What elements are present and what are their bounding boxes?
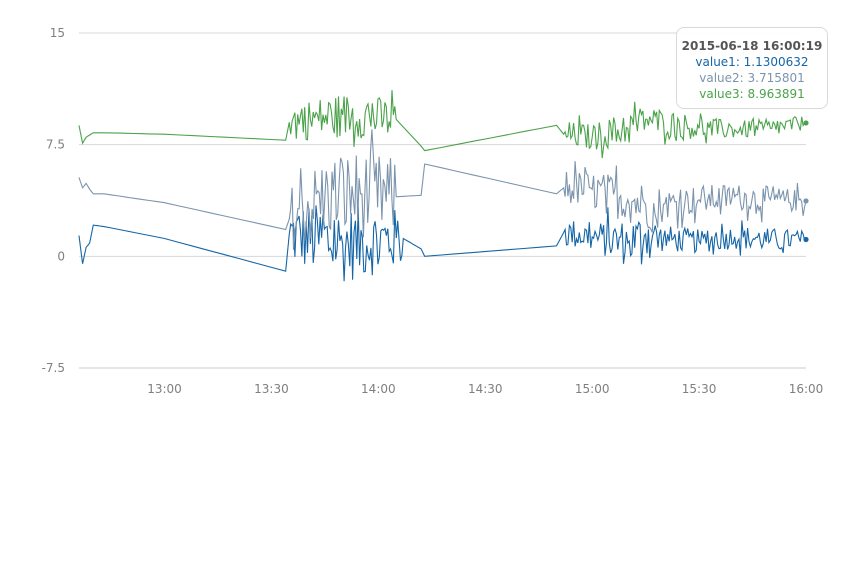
tooltip-value1: value1: 1.1300632 bbox=[695, 55, 809, 69]
x-tick-label: 15:00 bbox=[575, 382, 610, 396]
x-tick-label: 13:30 bbox=[254, 382, 289, 396]
y-tick-label: 0 bbox=[57, 249, 65, 263]
x-axis: 13:00 13:30 14:00 14:30 15:00 15:30 16:00 bbox=[79, 367, 824, 396]
x-tick-label: 16:00 bbox=[789, 382, 824, 396]
y-tick-label: 15 bbox=[50, 26, 65, 40]
point-value3 bbox=[803, 120, 809, 126]
x-tick-label: 14:30 bbox=[468, 382, 503, 396]
hover-markers bbox=[803, 120, 809, 243]
point-value1 bbox=[803, 236, 809, 243]
tooltip-value2: value2: 3.715801 bbox=[699, 71, 805, 85]
chart-tooltip: 2015-06-18 16:00:19 value1: 1.1300632 va… bbox=[676, 27, 828, 109]
y-tick-label: -7.5 bbox=[42, 361, 65, 375]
tooltip-title: 2015-06-18 16:00:19 bbox=[681, 39, 823, 53]
x-tick-label: 14:00 bbox=[361, 382, 396, 396]
point-value2 bbox=[803, 198, 809, 204]
y-tick-label: 7.5 bbox=[46, 138, 65, 152]
series-line-value1 bbox=[78, 205, 807, 282]
series-lines bbox=[78, 90, 807, 282]
series-line-value3 bbox=[78, 90, 807, 159]
series-line-value2 bbox=[78, 129, 807, 250]
y-axis: 15 7.5 0 -7.5 bbox=[42, 26, 65, 375]
tooltip-value3: value3: 8.963891 bbox=[699, 87, 805, 101]
x-tick-label: 15:30 bbox=[682, 382, 717, 396]
x-tick-label: 13:00 bbox=[147, 382, 182, 396]
